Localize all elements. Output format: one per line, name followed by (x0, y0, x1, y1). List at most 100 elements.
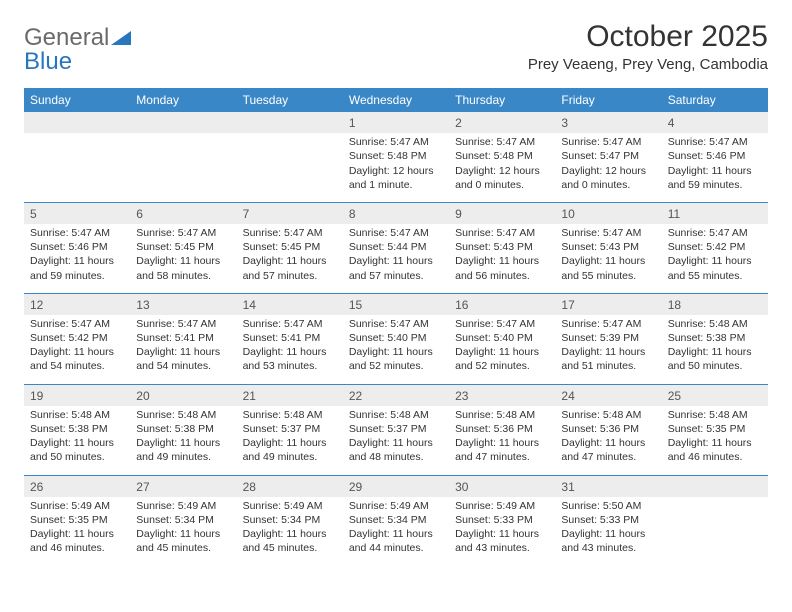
day-number: 8 (343, 202, 449, 224)
daylight-text: Daylight: 11 hours and 47 minutes. (455, 436, 549, 464)
day-number: 24 (555, 384, 661, 406)
daylight-text: Daylight: 11 hours and 59 minutes. (30, 254, 124, 282)
day-content: Sunrise: 5:48 AMSunset: 5:37 PMDaylight:… (343, 406, 449, 475)
sunset-text: Sunset: 5:48 PM (455, 149, 549, 163)
sunrise-text: Sunrise: 5:47 AM (243, 226, 337, 240)
weekday-header: Sunday (24, 88, 130, 112)
sunset-text: Sunset: 5:43 PM (561, 240, 655, 254)
day-number: 15 (343, 293, 449, 315)
sunset-text: Sunset: 5:36 PM (561, 422, 655, 436)
day-content: Sunrise: 5:47 AMSunset: 5:42 PMDaylight:… (662, 224, 768, 293)
sunrise-text: Sunrise: 5:47 AM (243, 317, 337, 331)
day-number: 18 (662, 293, 768, 315)
day-content: Sunrise: 5:47 AMSunset: 5:43 PMDaylight:… (555, 224, 661, 293)
day-content: Sunrise: 5:47 AMSunset: 5:41 PMDaylight:… (130, 315, 236, 384)
day-number (237, 112, 343, 133)
day-number: 3 (555, 112, 661, 133)
sunrise-text: Sunrise: 5:48 AM (668, 317, 762, 331)
daylight-text: Daylight: 11 hours and 59 minutes. (668, 164, 762, 192)
day-content: Sunrise: 5:47 AMSunset: 5:46 PMDaylight:… (662, 133, 768, 202)
month-title: October 2025 (528, 20, 768, 54)
daynum-row: 12131415161718 (24, 293, 768, 315)
daylight-text: Daylight: 11 hours and 43 minutes. (455, 527, 549, 555)
sunrise-text: Sunrise: 5:49 AM (30, 499, 124, 513)
day-number: 27 (130, 475, 236, 497)
day-content: Sunrise: 5:48 AMSunset: 5:36 PMDaylight:… (449, 406, 555, 475)
day-content: Sunrise: 5:47 AMSunset: 5:46 PMDaylight:… (24, 224, 130, 293)
day-number: 16 (449, 293, 555, 315)
daynum-row: 262728293031 (24, 475, 768, 497)
sunrise-text: Sunrise: 5:48 AM (136, 408, 230, 422)
day-content: Sunrise: 5:48 AMSunset: 5:37 PMDaylight:… (237, 406, 343, 475)
logo: General Blue (24, 20, 131, 74)
weekday-header: Wednesday (343, 88, 449, 112)
day-content: Sunrise: 5:47 AMSunset: 5:40 PMDaylight:… (343, 315, 449, 384)
day-number: 19 (24, 384, 130, 406)
sunrise-text: Sunrise: 5:50 AM (561, 499, 655, 513)
calendar-table: Sunday Monday Tuesday Wednesday Thursday… (24, 88, 768, 565)
sunset-text: Sunset: 5:40 PM (455, 331, 549, 345)
sunset-text: Sunset: 5:44 PM (349, 240, 443, 254)
sunrise-text: Sunrise: 5:48 AM (349, 408, 443, 422)
day-number: 23 (449, 384, 555, 406)
day-content: Sunrise: 5:48 AMSunset: 5:36 PMDaylight:… (555, 406, 661, 475)
sunset-text: Sunset: 5:37 PM (349, 422, 443, 436)
sunset-text: Sunset: 5:39 PM (561, 331, 655, 345)
sunrise-text: Sunrise: 5:47 AM (561, 135, 655, 149)
sunrise-text: Sunrise: 5:47 AM (136, 226, 230, 240)
sunset-text: Sunset: 5:45 PM (136, 240, 230, 254)
day-number (662, 475, 768, 497)
day-number: 28 (237, 475, 343, 497)
sunset-text: Sunset: 5:43 PM (455, 240, 549, 254)
daylight-text: Daylight: 11 hours and 45 minutes. (136, 527, 230, 555)
sunrise-text: Sunrise: 5:47 AM (349, 317, 443, 331)
location: Prey Veaeng, Prey Veng, Cambodia (528, 56, 768, 73)
daylight-text: Daylight: 11 hours and 54 minutes. (136, 345, 230, 373)
sunrise-text: Sunrise: 5:48 AM (455, 408, 549, 422)
daylight-text: Daylight: 11 hours and 55 minutes. (561, 254, 655, 282)
header: General Blue October 2025 Prey Veaeng, P… (24, 20, 768, 74)
day-content: Sunrise: 5:48 AMSunset: 5:38 PMDaylight:… (130, 406, 236, 475)
day-content: Sunrise: 5:47 AMSunset: 5:45 PMDaylight:… (237, 224, 343, 293)
day-content: Sunrise: 5:49 AMSunset: 5:34 PMDaylight:… (343, 497, 449, 566)
weekday-header-row: Sunday Monday Tuesday Wednesday Thursday… (24, 88, 768, 112)
daylight-text: Daylight: 11 hours and 57 minutes. (349, 254, 443, 282)
sunset-text: Sunset: 5:45 PM (243, 240, 337, 254)
sunset-text: Sunset: 5:46 PM (30, 240, 124, 254)
weekday-header: Friday (555, 88, 661, 112)
content-row: Sunrise: 5:48 AMSunset: 5:38 PMDaylight:… (24, 406, 768, 475)
sunset-text: Sunset: 5:47 PM (561, 149, 655, 163)
day-content: Sunrise: 5:48 AMSunset: 5:35 PMDaylight:… (662, 406, 768, 475)
daylight-text: Daylight: 11 hours and 54 minutes. (30, 345, 124, 373)
day-content (662, 497, 768, 566)
day-number (130, 112, 236, 133)
daylight-text: Daylight: 11 hours and 46 minutes. (668, 436, 762, 464)
daylight-text: Daylight: 11 hours and 46 minutes. (30, 527, 124, 555)
daynum-row: 567891011 (24, 202, 768, 224)
daylight-text: Daylight: 11 hours and 44 minutes. (349, 527, 443, 555)
daylight-text: Daylight: 11 hours and 47 minutes. (561, 436, 655, 464)
daylight-text: Daylight: 11 hours and 51 minutes. (561, 345, 655, 373)
sunrise-text: Sunrise: 5:48 AM (30, 408, 124, 422)
content-row: Sunrise: 5:47 AMSunset: 5:48 PMDaylight:… (24, 133, 768, 202)
sunrise-text: Sunrise: 5:48 AM (243, 408, 337, 422)
day-content: Sunrise: 5:47 AMSunset: 5:48 PMDaylight:… (449, 133, 555, 202)
content-row: Sunrise: 5:47 AMSunset: 5:46 PMDaylight:… (24, 224, 768, 293)
logo-triangle-icon (111, 26, 131, 50)
sunset-text: Sunset: 5:33 PM (561, 513, 655, 527)
sunset-text: Sunset: 5:46 PM (668, 149, 762, 163)
sunset-text: Sunset: 5:34 PM (136, 513, 230, 527)
sunset-text: Sunset: 5:35 PM (668, 422, 762, 436)
daylight-text: Daylight: 11 hours and 52 minutes. (349, 345, 443, 373)
sunrise-text: Sunrise: 5:47 AM (455, 135, 549, 149)
day-content: Sunrise: 5:47 AMSunset: 5:42 PMDaylight:… (24, 315, 130, 384)
sunrise-text: Sunrise: 5:47 AM (668, 135, 762, 149)
sunset-text: Sunset: 5:41 PM (243, 331, 337, 345)
day-number: 9 (449, 202, 555, 224)
day-content: Sunrise: 5:49 AMSunset: 5:33 PMDaylight:… (449, 497, 555, 566)
sunset-text: Sunset: 5:48 PM (349, 149, 443, 163)
sunset-text: Sunset: 5:38 PM (668, 331, 762, 345)
logo-text: General Blue (24, 26, 131, 74)
day-content: Sunrise: 5:47 AMSunset: 5:40 PMDaylight:… (449, 315, 555, 384)
sunrise-text: Sunrise: 5:47 AM (455, 226, 549, 240)
